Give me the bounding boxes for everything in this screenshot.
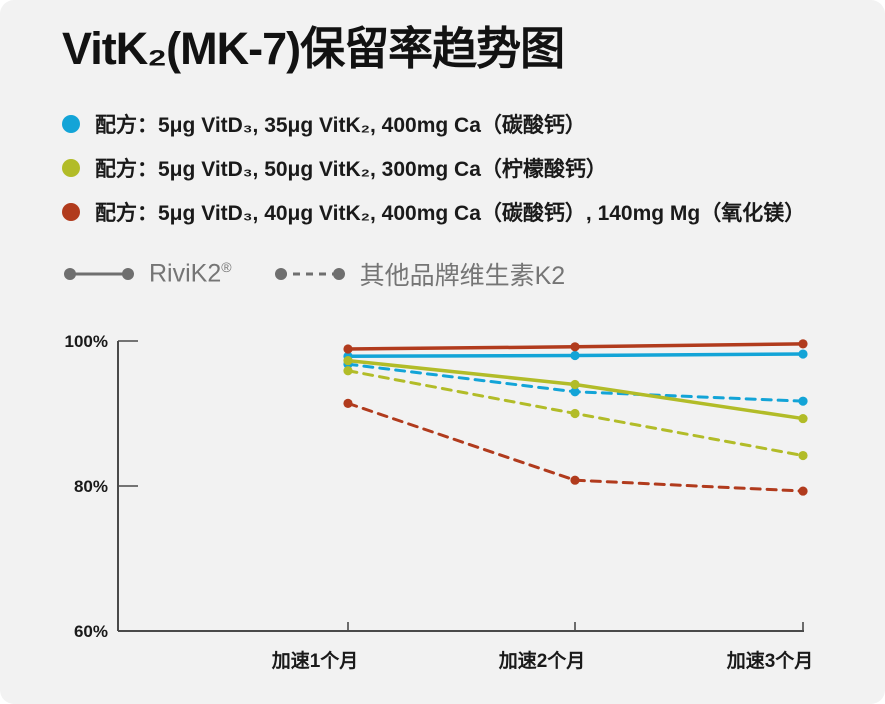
dashed-line-marker-icon xyxy=(274,268,345,280)
svg-text:80%: 80% xyxy=(74,477,108,496)
svg-text:60%: 60% xyxy=(74,622,108,641)
retention-line-chart: 100% 80% 60% 加速1个月 加速2个月 加速3个月 xyxy=(0,315,885,704)
legend-label-formula-3: 配方：5μg VitD₃, 40μg VitK₂, 400mg Ca（碳酸钙）,… xyxy=(95,202,806,225)
series-legend-dashed-label: 其他品牌维生素K2 xyxy=(359,262,566,290)
chart-canvas: 100% 80% 60% 加速1个月 加速2个月 加速3个月 xyxy=(65,332,814,672)
legend-label-formula-2: 配方：5μg VitD₃, 50μg VitK₂, 300mg Ca（柠檬酸钙） xyxy=(95,158,607,181)
blue-dot-icon xyxy=(62,115,80,133)
registered-mark: ® xyxy=(221,259,232,276)
olive-dot-icon xyxy=(62,159,80,177)
legend-label-formula-1: 配方：5μg VitD₃, 35μg VitK₂, 400mg Ca（碳酸钙） xyxy=(95,114,586,137)
legend-item-formula-3: 配方：5μg VitD₃, 40μg VitK₂, 400mg Ca（碳酸钙）,… xyxy=(62,190,805,234)
svg-text:加速2个月: 加速2个月 xyxy=(498,649,586,672)
series-legend-dashed: 其他品牌维生素K2 xyxy=(274,256,566,292)
red-dot-icon xyxy=(62,203,80,221)
svg-text:加速3个月: 加速3个月 xyxy=(726,649,814,672)
legend-item-formula-1: 配方：5μg VitD₃, 35μg VitK₂, 400mg Ca（碳酸钙） xyxy=(62,102,805,146)
formula-legend: 配方：5μg VitD₃, 35μg VitK₂, 400mg Ca（碳酸钙） … xyxy=(62,102,805,234)
solid-line-marker-icon xyxy=(64,267,134,280)
series-legend-solid-label: RiviK2® xyxy=(149,259,232,288)
page-title: VitK₂(MK-7)保留率趋势图 xyxy=(62,23,565,74)
series-legend-solid: RiviK2® xyxy=(63,259,232,288)
series-style-legend: RiviK2® 其他品牌维生素K2 xyxy=(63,256,565,292)
legend-item-formula-2: 配方：5μg VitD₃, 50μg VitK₂, 300mg Ca（柠檬酸钙） xyxy=(62,146,805,190)
svg-text:加速1个月: 加速1个月 xyxy=(271,649,359,672)
svg-text:100%: 100% xyxy=(65,332,108,351)
